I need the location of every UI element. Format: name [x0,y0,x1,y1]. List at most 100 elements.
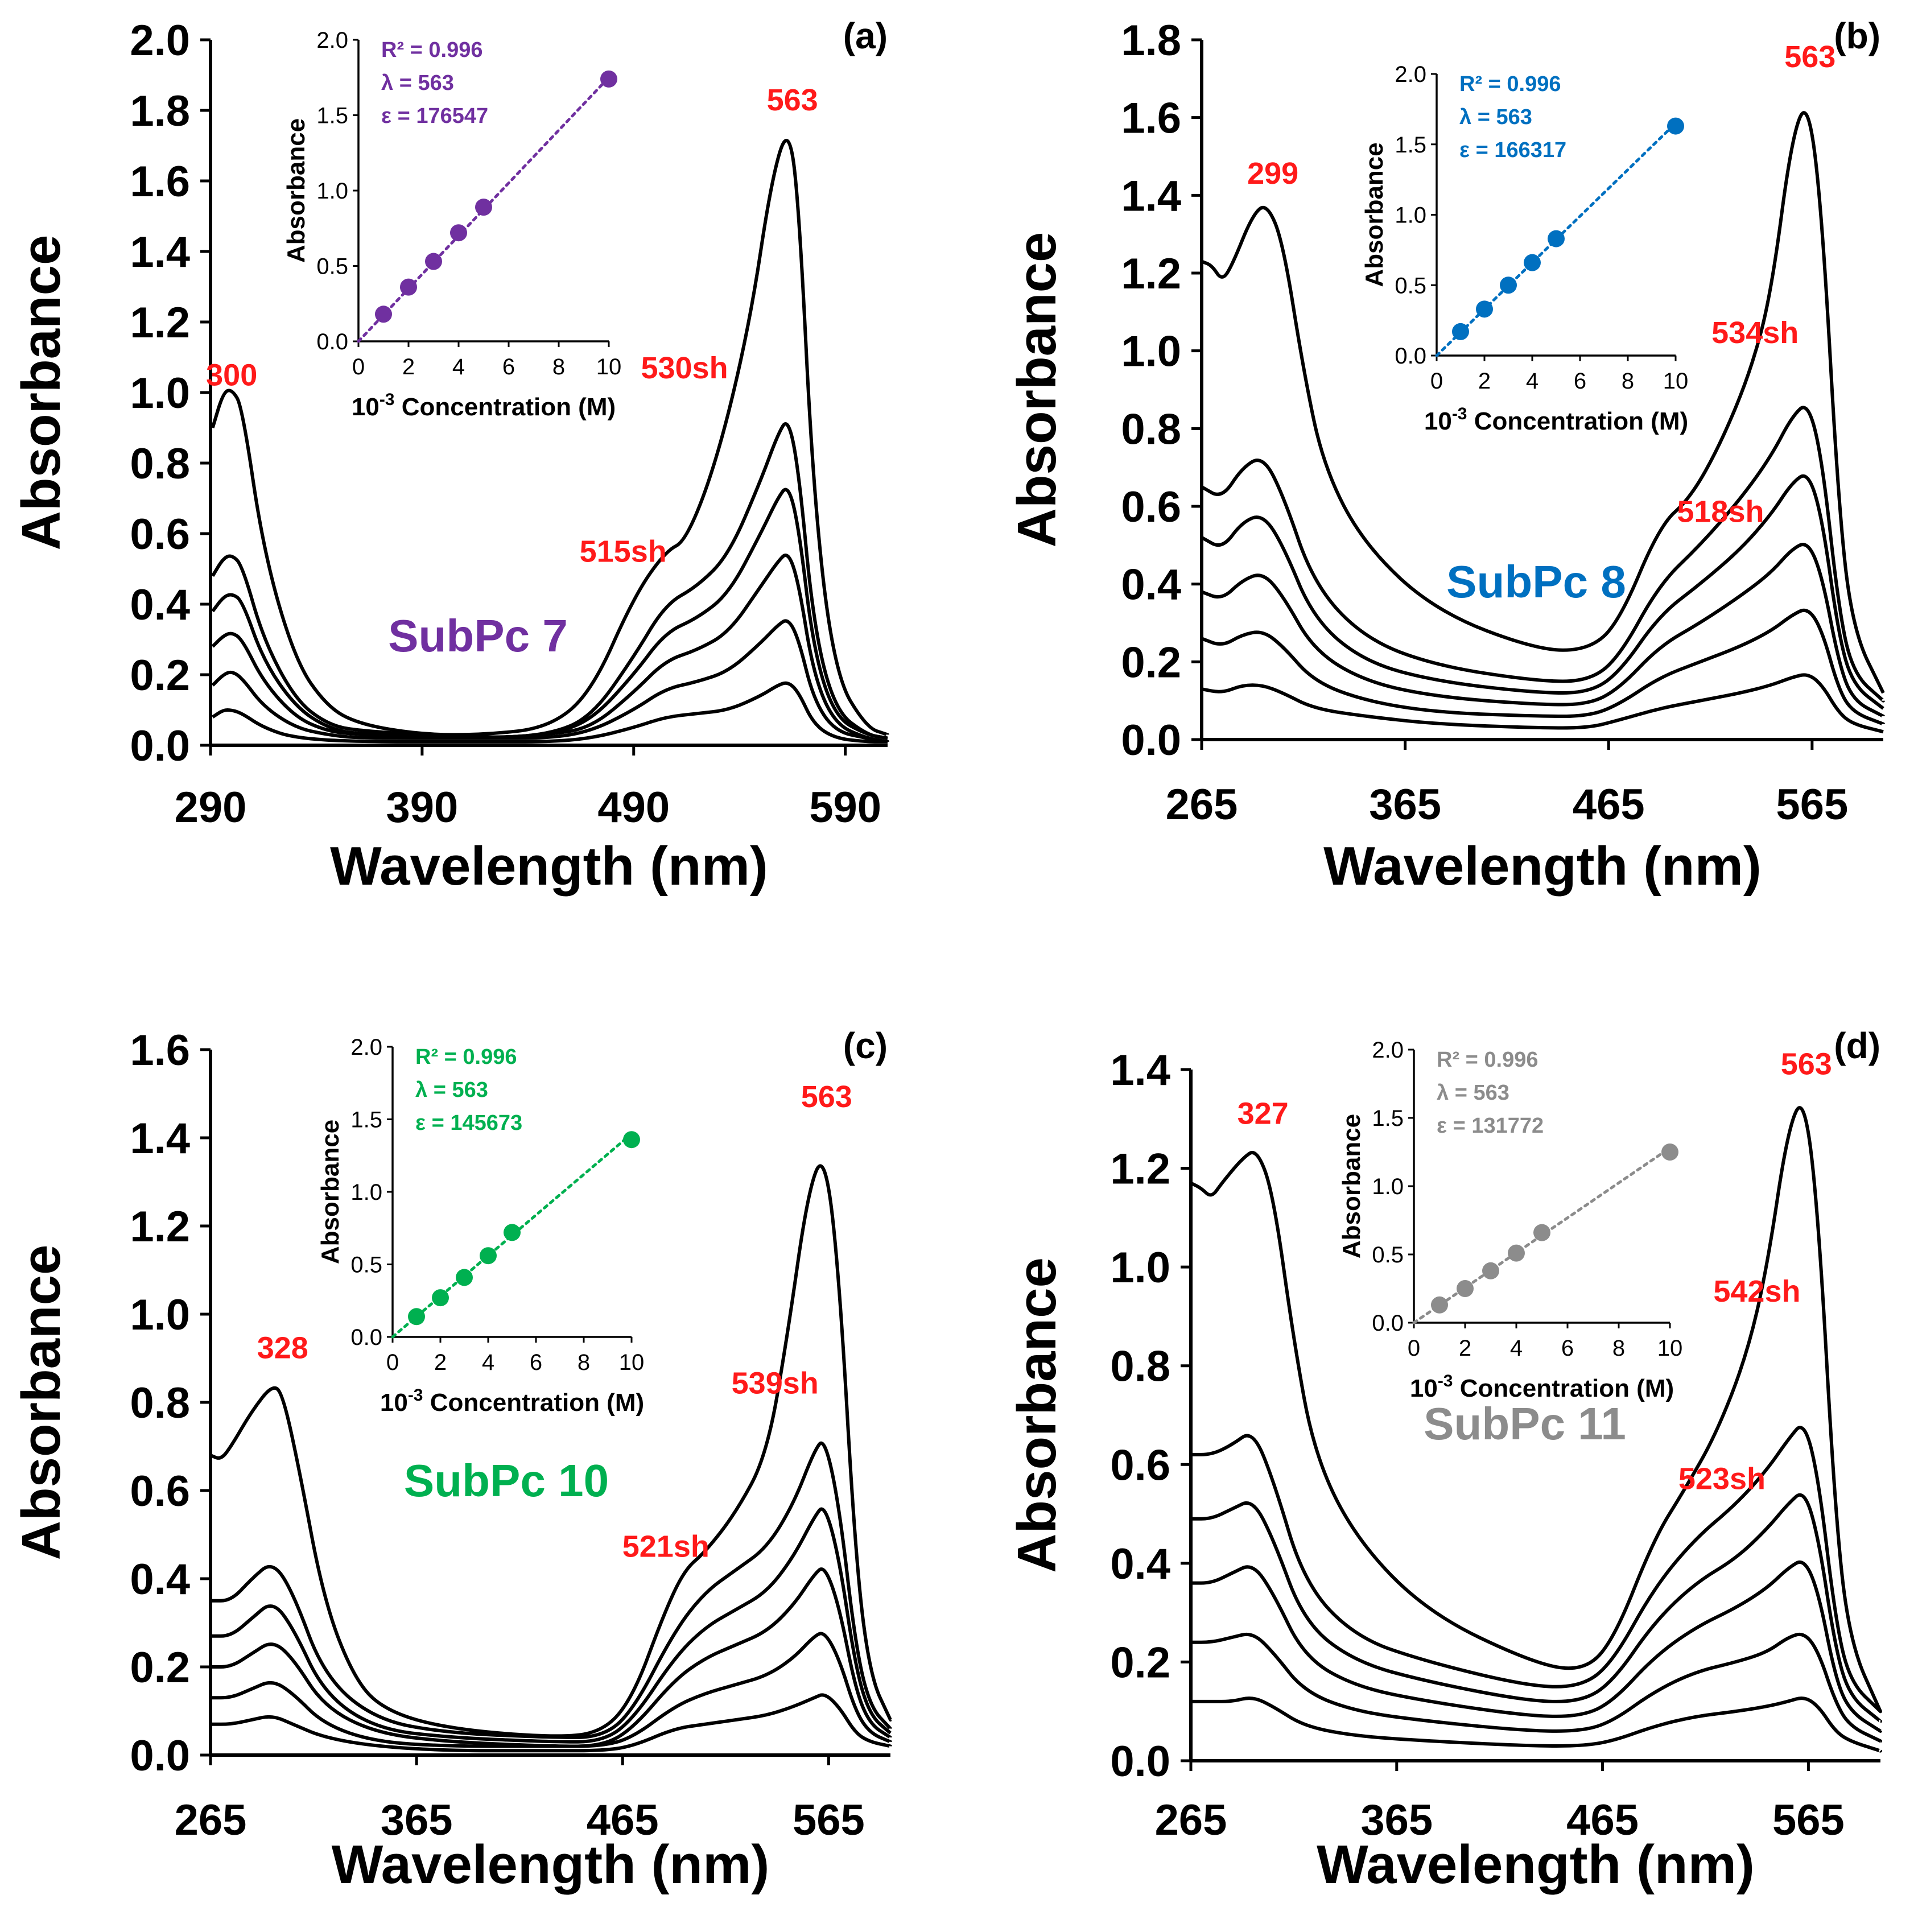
inset-stat-line: R² = 0.996 [415,1045,517,1069]
x-axis-title: Wavelength (nm) [332,1834,770,1895]
inset-y-tick-label: 0.0 [350,1325,382,1350]
inset-y-tick-label: 1.0 [1395,203,1426,228]
y-tick-label: 1.4 [1110,1046,1170,1095]
y-tick-label: 1.4 [1121,172,1181,220]
inset-x-axis-title-exponent: -3 [1452,404,1467,423]
y-tick-label: 1.4 [130,228,190,276]
panel-a: 0.0 0.2 0.4 0.6 0.8 1.0 1.2 1.4 1.6 1.8 2.0 290 390 4… [11,15,888,897]
inset-y-tick-label: 0.5 [316,254,348,279]
inset-y-tick-label: 2.0 [1372,1038,1404,1063]
inset-stat-line: λ = 563 [415,1078,488,1102]
spectrum-curve-6 [209,1164,892,1738]
spectrum-curve-5 [211,422,888,740]
x-tick-label: 265 [175,1796,247,1844]
inset-x-tick-label: 6 [1574,369,1586,394]
inset-x-tick-label: 2 [434,1350,447,1375]
spectrum-curve-1 [211,1693,892,1753]
y-tick-label: 0.0 [1110,1737,1170,1786]
panel-label: (c) [843,1025,888,1066]
inset-stat-line: λ = 563 [1459,105,1532,129]
peak-label: 563 [1781,1047,1832,1081]
inset-data-point [1482,1262,1499,1279]
spectrum-curve-6 [211,139,888,737]
inset-y-tick-label: 1.0 [1372,1174,1404,1199]
panel-c: 0.0 0.2 0.4 0.6 0.8 1.0 1.2 1.4 1.6 265 365 465 565 A… [11,1025,892,1895]
inset-data-point [450,224,467,242]
x-tick-label: 465 [1573,781,1645,829]
inset-y-tick-label: 1.5 [1395,133,1426,158]
spectrum-curve-3 [1201,543,1885,718]
y-tick-label: 1.6 [130,158,190,206]
y-tick-label: 0.6 [130,1467,190,1516]
inset-y-tick-label: 1.5 [316,104,348,129]
y-tick-label: 1.4 [130,1114,190,1163]
inset-stat-line: ε = 131772 [1437,1114,1544,1138]
peak-label: 518sh [1677,494,1764,529]
peak-label: 530sh [641,351,728,385]
y-tick-label: 1.8 [130,87,190,135]
inset-x-axis-title-exponent: -3 [1438,1372,1453,1390]
spectrum-curve-6 [1201,111,1885,694]
inset-y-tick-label: 1.5 [350,1108,382,1133]
y-tick-label: 0.2 [1110,1638,1170,1687]
inset-data-point [504,1224,521,1241]
inset-x-axis-title-rest: Concentration (M) [423,1389,645,1417]
inset-data-point [1508,1244,1525,1262]
spectrum-curve-4 [210,1507,892,1744]
inset-x-tick-label: 10 [1657,1336,1683,1361]
peak-label: 563 [801,1080,852,1114]
y-tick-label: 0.2 [130,651,190,700]
inset-stat-line: ε = 145673 [415,1111,522,1135]
inset-x-axis-title-rest: Concentration (M) [1467,407,1689,435]
inset-y-tick-label: 1.0 [316,179,348,204]
inset-x-axis-title: 10-3 Concentration (M) [352,390,616,421]
spectrum-curve-3 [211,554,888,744]
inset-x-tick-label: 10 [596,354,622,379]
peak-label: 539sh [732,1367,819,1401]
y-tick-label: 0.6 [1110,1441,1170,1489]
y-tick-label: 0.4 [130,581,190,629]
inset-stat-line: ε = 176547 [381,104,488,128]
y-tick-label: 1.2 [130,1203,190,1251]
spectrum-curve-5 [210,1441,892,1739]
y-tick-label: 0.4 [1121,561,1181,609]
inset-data-point [400,278,417,296]
y-tick-label: 1.6 [130,1026,190,1075]
spectrum-curve-3 [1191,1561,1883,1733]
inset-stat-line: R² = 0.996 [1437,1048,1538,1072]
spectrum-curve-6 [1190,1106,1883,1714]
peak-label: 328 [257,1331,308,1365]
inset-data-point [425,253,442,270]
y-tick-label: 1.0 [1110,1244,1170,1292]
y-tick-label: 1.6 [1121,94,1181,143]
x-tick-label: 590 [809,783,881,832]
inset-data-point [623,1131,640,1149]
x-tick-label: 490 [597,783,670,832]
inset-stat-line: ε = 166317 [1459,138,1566,162]
inset-y-tick-label: 0.0 [1372,1311,1404,1336]
inset-y-tick-label: 1.5 [1372,1106,1404,1131]
inset-y-tick-label: 0.5 [350,1253,382,1278]
peak-label: 327 [1238,1096,1289,1130]
spectrum-curve-5 [1201,406,1885,703]
y-axis-title: Absorbance [11,235,72,551]
x-axis-title: Wavelength (nm) [1323,836,1762,897]
inset-stat-line: λ = 563 [1437,1081,1509,1105]
inset-y-tick-label: 2.0 [316,28,348,53]
y-tick-label: 0.0 [1121,716,1181,765]
inset-x-tick-label: 0 [1408,1336,1420,1361]
spectrum-curve-2 [1201,608,1885,726]
inset-y-axis-title: Absorbance [1360,142,1388,287]
spectrum-curve-2 [211,1632,892,1748]
inset-data-point [432,1289,449,1307]
inset-x-axis-title: 10-3 Concentration (M) [380,1386,644,1417]
inset-y-tick-label: 2.0 [1395,62,1426,87]
inset-x-tick-label: 8 [1622,369,1634,394]
y-tick-label: 0.4 [130,1555,190,1604]
y-tick-label: 1.0 [1121,328,1181,376]
inset-x-tick-label: 10 [1663,369,1689,394]
x-tick-label: 365 [381,1796,453,1844]
inset-x-tick-label: 2 [1459,1336,1471,1361]
inset-x-tick-label: 2 [1478,369,1491,394]
